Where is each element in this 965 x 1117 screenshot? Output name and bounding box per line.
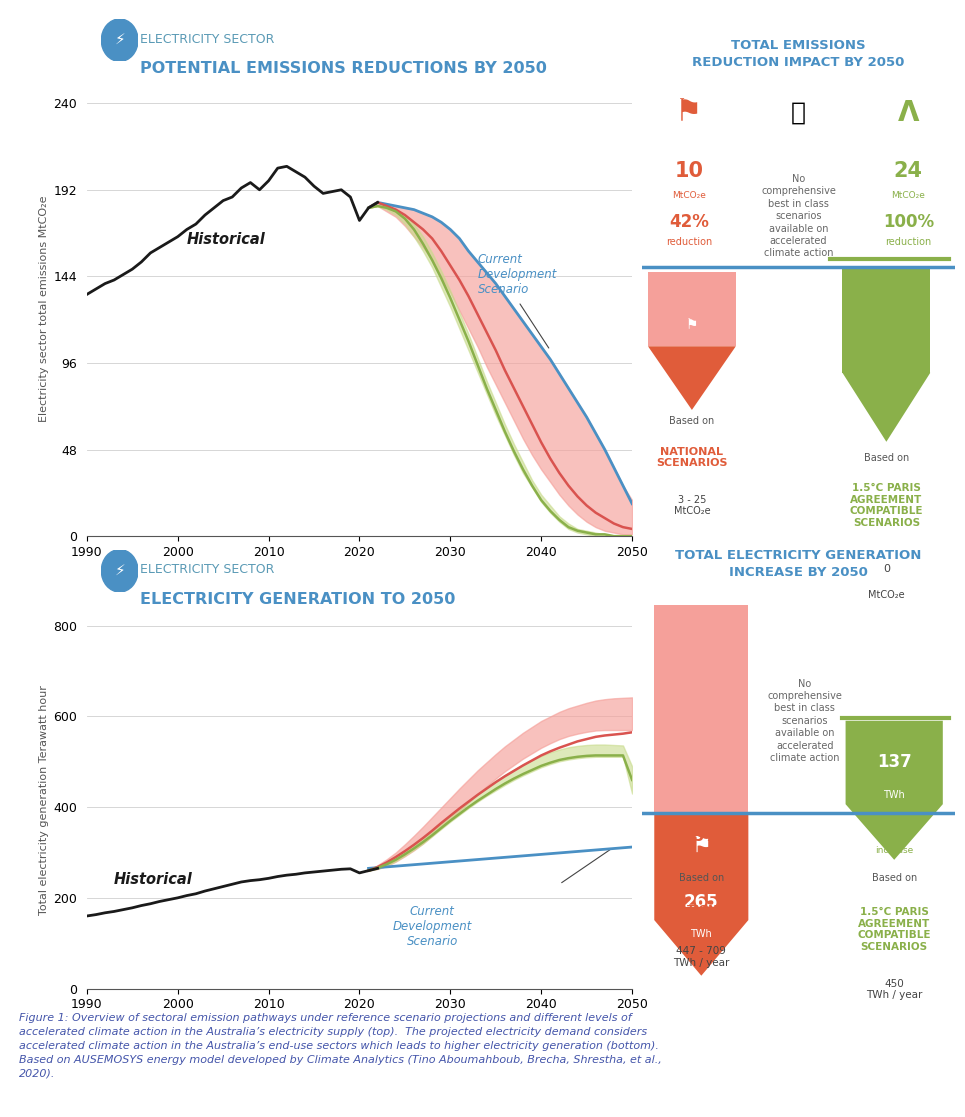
Text: No
comprehensive
best in class
scenarios
available on
accelerated
climate action: No comprehensive best in class scenarios… — [767, 678, 842, 763]
Y-axis label: Total electricity generation Terawatt hour: Total electricity generation Terawatt ho… — [39, 686, 49, 915]
Text: No
comprehensive
best in class
scenarios
available on
accelerated
climate action: No comprehensive best in class scenarios… — [761, 174, 836, 258]
Text: ⚑: ⚑ — [686, 318, 698, 332]
Text: 1.5°C PARIS
AGREEMENT
COMPATIBLE
SCENARIOS: 1.5°C PARIS AGREEMENT COMPATIBLE SCENARI… — [849, 483, 924, 528]
Ellipse shape — [101, 550, 138, 592]
Text: 1.5°C PARIS
AGREEMENT
COMPATIBLE
SCENARIOS: 1.5°C PARIS AGREEMENT COMPATIBLE SCENARI… — [858, 907, 931, 952]
Polygon shape — [842, 373, 930, 441]
Text: 🏆: 🏆 — [791, 101, 806, 125]
Ellipse shape — [101, 19, 138, 61]
Text: increase: increase — [682, 851, 721, 860]
Text: Λ: Λ — [897, 98, 919, 127]
Polygon shape — [654, 813, 749, 976]
Text: Based on: Based on — [670, 416, 714, 426]
Text: NATIONAL
SCENARIOS: NATIONAL SCENARIOS — [666, 905, 737, 926]
Polygon shape — [648, 346, 735, 410]
Text: reduction: reduction — [666, 237, 712, 247]
Text: ⚡: ⚡ — [114, 32, 125, 47]
Text: POTENTIAL EMISSIONS REDUCTIONS BY 2050: POTENTIAL EMISSIONS REDUCTIONS BY 2050 — [140, 61, 547, 76]
Text: ELECTRICITY SECTOR: ELECTRICITY SECTOR — [140, 32, 274, 46]
Text: Based on: Based on — [871, 873, 917, 884]
Text: MtCO₂e: MtCO₂e — [672, 191, 705, 200]
Text: Current
Development
Scenario: Current Development Scenario — [478, 254, 557, 296]
Text: 10: 10 — [675, 161, 703, 181]
Text: 0: 0 — [883, 564, 890, 574]
Text: ⚡: ⚡ — [114, 563, 125, 577]
Text: increase: increase — [875, 846, 913, 855]
Text: 265: 265 — [684, 892, 719, 910]
Text: 137: 137 — [877, 754, 912, 772]
Text: Figure 1: Overview of sectoral emission pathways under reference scenario projec: Figure 1: Overview of sectoral emission … — [19, 1013, 662, 1079]
Text: 450
TWh / year: 450 TWh / year — [866, 978, 923, 1001]
Text: Based on: Based on — [864, 452, 909, 462]
Text: TWh: TWh — [883, 790, 905, 800]
Text: TOTAL ELECTRICITY GENERATION
INCREASE BY 2050: TOTAL ELECTRICITY GENERATION INCREASE BY… — [676, 550, 922, 580]
Text: ⚑: ⚑ — [691, 836, 711, 856]
FancyBboxPatch shape — [648, 271, 735, 346]
Text: Current
Development
Scenario: Current Development Scenario — [393, 905, 472, 947]
Text: NATIONAL
SCENARIOS: NATIONAL SCENARIOS — [656, 447, 728, 468]
Text: 447 - 709
TWh / year: 447 - 709 TWh / year — [674, 946, 730, 968]
Text: MtCO₂e: MtCO₂e — [892, 191, 925, 200]
FancyBboxPatch shape — [842, 267, 930, 373]
Text: TOTAL EMISSIONS
REDUCTION IMPACT BY 2050: TOTAL EMISSIONS REDUCTION IMPACT BY 2050 — [692, 38, 905, 68]
FancyBboxPatch shape — [654, 605, 749, 813]
Text: ELECTRICITY SECTOR: ELECTRICITY SECTOR — [140, 563, 274, 576]
Polygon shape — [845, 720, 943, 860]
Text: 100%: 100% — [883, 212, 934, 230]
Text: reduction: reduction — [885, 237, 931, 247]
Text: Based on: Based on — [678, 873, 724, 884]
Text: 42%: 42% — [669, 212, 708, 230]
Text: Historical: Historical — [114, 872, 193, 887]
Text: 85%: 85% — [683, 829, 720, 844]
Text: Historical: Historical — [187, 232, 265, 247]
Text: 24: 24 — [894, 161, 923, 181]
Text: 44%: 44% — [876, 824, 913, 840]
Text: ⚑: ⚑ — [676, 98, 703, 127]
Text: ELECTRICITY GENERATION TO 2050: ELECTRICITY GENERATION TO 2050 — [140, 592, 455, 607]
Text: 3 - 25
MtCO₂e: 3 - 25 MtCO₂e — [674, 495, 710, 516]
Y-axis label: Electricity sector total emissions MtCO₂e: Electricity sector total emissions MtCO₂… — [40, 195, 49, 422]
Text: TWh: TWh — [690, 929, 712, 939]
Text: MtCO₂e: MtCO₂e — [868, 590, 904, 600]
